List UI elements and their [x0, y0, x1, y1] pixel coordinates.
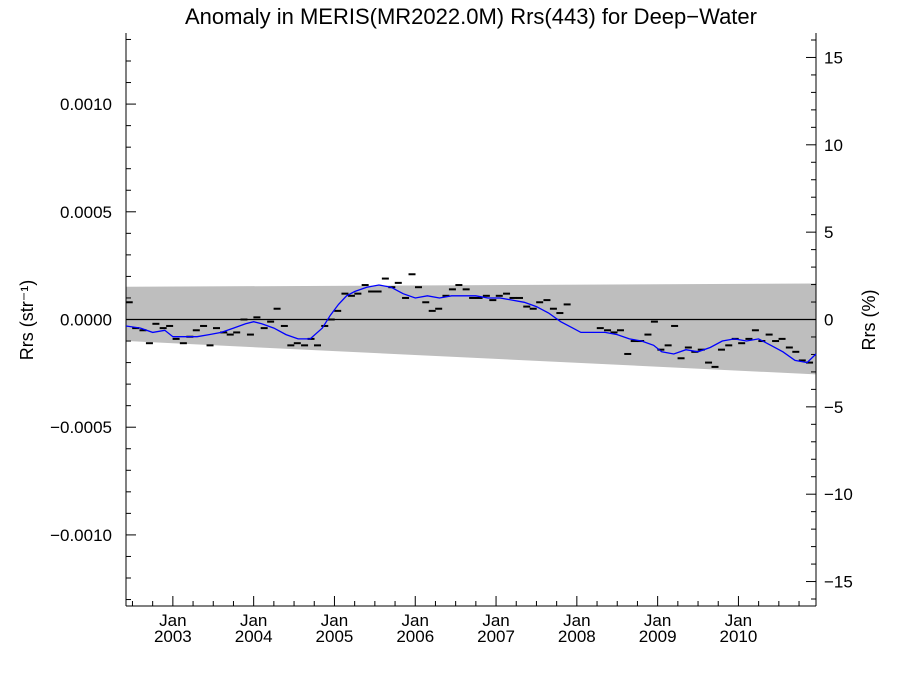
y2-tick-label: −5: [824, 398, 843, 417]
x-tick-label-month: Jan: [240, 611, 267, 630]
y-tick-label: 0.0005: [60, 203, 112, 222]
y-tick-label: 0.0000: [60, 311, 112, 330]
y2-tick-label: 10: [824, 136, 843, 155]
y2-tick-label: 15: [824, 48, 843, 67]
x-tick-label-year: 2006: [396, 627, 434, 646]
x-tick-label-month: Jan: [321, 611, 348, 630]
x-tick-label-year: 2007: [477, 627, 515, 646]
x-tick-label-year: 2009: [639, 627, 677, 646]
x-tick-label-month: Jan: [725, 611, 752, 630]
x-tick-label-month: Jan: [402, 611, 429, 630]
uncertainty-band-layer: [126, 283, 816, 375]
x-tick-label-year: 2005: [316, 627, 354, 646]
y2-tick-label: 5: [824, 223, 833, 242]
y-axis-label-left: Rrs (str⁻¹): [17, 280, 37, 360]
y-axis-label-right: Rrs (%): [859, 290, 879, 351]
x-tick-label-month: Jan: [159, 611, 186, 630]
data-marks-layer: [125, 273, 817, 368]
x-tick-label-year: 2004: [235, 627, 273, 646]
y2-tick-label: −10: [824, 485, 853, 504]
x-tick-label-month: Jan: [482, 611, 509, 630]
x-tick-label-year: 2003: [154, 627, 192, 646]
running-mean-line: [125, 284, 817, 364]
y2-tick-label: −15: [824, 573, 853, 592]
x-tick-label-year: 2010: [720, 627, 758, 646]
y-tick-label: −0.0010: [50, 526, 112, 545]
y-tick-label: 0.0010: [60, 95, 112, 114]
x-tick-label-month: Jan: [644, 611, 671, 630]
chart-title: Anomaly in MERIS(MR2022.0M) Rrs(443) for…: [185, 4, 757, 29]
x-tick-label-month: Jan: [563, 611, 590, 630]
y-tick-label: −0.0005: [50, 418, 112, 437]
x-tick-label-year: 2008: [558, 627, 596, 646]
axes-layer: 0.0010 0.0005 0.0000 −0.0005 −0.0010 15 10 5 0 −5…: [50, 33, 853, 646]
y2-tick-label: 0: [824, 311, 833, 330]
uncertainty-band: [126, 283, 816, 375]
